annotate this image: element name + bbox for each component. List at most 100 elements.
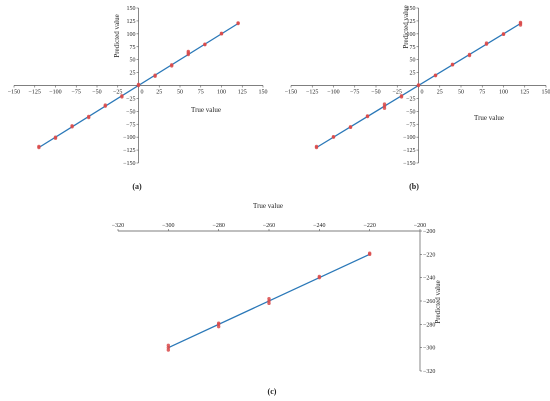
y-tick-label: 75 — [410, 45, 416, 51]
x-tick-label: −25 — [393, 90, 402, 96]
x-tick-label: 50 — [458, 90, 464, 96]
y-tick-label: 75 — [130, 45, 136, 51]
y-tick-label: −50 — [406, 109, 415, 115]
data-point — [53, 136, 58, 140]
x-tick-label: 25 — [156, 90, 162, 96]
x-tick-label: −75 — [350, 90, 359, 96]
y-tick-label: −280 — [423, 322, 435, 328]
x-tick-label: −50 — [371, 90, 380, 96]
data-point — [365, 114, 370, 118]
y-tick-label: −150 — [123, 161, 135, 167]
y-tick-label: −100 — [403, 135, 415, 141]
data-point — [37, 144, 41, 149]
origin-tick-label: 0 — [141, 90, 144, 96]
y-tick-label: −220 — [423, 252, 435, 258]
chart-panel-1: −150 −125 −100 −75 −50 −25 25 50 75 100 125 150 −150… — [8, 6, 268, 191]
y-tick-label: −100 — [123, 135, 135, 141]
data-point — [348, 125, 353, 130]
chart-panel-2: −150 −125 −100 −75 −50 −25 25 50 75 100 125 150 −150… — [285, 5, 550, 191]
x-tick-label: −320 — [112, 223, 124, 229]
y-tick-label: −75 — [406, 122, 415, 128]
data-point — [518, 20, 523, 25]
y-tick-label: 150 — [407, 6, 416, 12]
panel-caption: (c) — [268, 387, 277, 396]
data-point — [518, 23, 523, 27]
y-tick-label: 25 — [130, 71, 136, 77]
x-tick-label: −200 — [414, 223, 426, 229]
y-tick-label: 100 — [127, 32, 136, 38]
x-tick-label: −260 — [263, 223, 275, 229]
data-point — [267, 296, 271, 301]
data-point — [170, 64, 174, 68]
x-axis-label: True value — [253, 202, 283, 210]
data-point — [399, 95, 404, 99]
x-tick-label: −150 — [285, 90, 297, 96]
data-point — [216, 324, 221, 329]
x-tick-label: 100 — [217, 90, 226, 96]
data-point — [331, 134, 336, 139]
data-point — [166, 343, 171, 348]
chart-panel-3: −320 −300 −280 −260 −240 −220 −200 −320 −300 −280… — [112, 202, 442, 396]
data-point — [433, 73, 438, 78]
x-tick-label: 100 — [499, 90, 508, 96]
data-point — [501, 32, 506, 37]
data-point — [87, 115, 91, 120]
x-axis-label: True value — [191, 106, 221, 114]
y-tick-label: −300 — [423, 346, 435, 352]
x-tick-label: −280 — [212, 223, 224, 229]
data-point — [267, 299, 271, 303]
data-point — [416, 83, 421, 87]
x-axis-label: True value — [474, 114, 504, 122]
x-tick-label: −100 — [327, 90, 339, 96]
y-tick-label: 125 — [407, 19, 416, 25]
x-tick-label: −25 — [113, 90, 122, 96]
x-tick-label: −150 — [8, 90, 20, 96]
y-axis-label: Predicted value — [434, 280, 442, 323]
y-tick-label: −200 — [423, 229, 435, 235]
y-tick-label: 25 — [410, 71, 416, 77]
y-tick-label: 50 — [130, 58, 136, 64]
y-tick-label: −50 — [126, 109, 135, 115]
data-point — [186, 51, 190, 55]
panel-caption: (b) — [409, 182, 419, 191]
data-point — [467, 53, 472, 58]
data-point — [382, 102, 387, 106]
y-tick-label: 125 — [127, 19, 136, 25]
y-tick-label: −240 — [423, 276, 435, 282]
x-tick-label: 75 — [479, 90, 485, 96]
data-point — [103, 103, 108, 107]
x-tick-label: −300 — [162, 223, 174, 229]
y-tick-label: −320 — [423, 369, 435, 375]
y-tick-label: 50 — [410, 58, 416, 64]
y-tick-label: −25 — [406, 96, 415, 102]
data-point — [317, 274, 322, 279]
data-point — [267, 301, 271, 306]
data-point — [166, 345, 171, 350]
data-point — [219, 31, 224, 36]
data-point — [450, 62, 455, 67]
data-point — [166, 348, 171, 352]
x-tick-label: 150 — [542, 90, 550, 96]
y-tick-label: −260 — [423, 299, 435, 305]
data-point — [153, 74, 157, 78]
x-tick-label: −220 — [363, 223, 375, 229]
x-tick-label: −100 — [49, 90, 61, 96]
x-tick-label: 150 — [259, 90, 268, 96]
x-tick-label: 75 — [198, 90, 204, 96]
data-point — [203, 42, 207, 47]
y-tick-label: −125 — [123, 148, 135, 154]
y-axis-label: Predicted value — [402, 5, 410, 48]
x-tick-label: −75 — [72, 90, 81, 96]
data-point — [216, 321, 221, 325]
y-tick-label: −150 — [403, 161, 415, 167]
x-tick-label: 50 — [177, 90, 183, 96]
data-point — [70, 124, 74, 128]
data-point — [236, 21, 240, 25]
x-tick-label: −240 — [313, 223, 325, 229]
data-point — [367, 251, 372, 255]
y-tick-label: 150 — [127, 6, 136, 12]
origin-tick-label: 0 — [421, 90, 424, 96]
x-tick-label: 25 — [437, 90, 443, 96]
y-tick-label: −25 — [126, 96, 135, 102]
data-point — [120, 95, 124, 99]
